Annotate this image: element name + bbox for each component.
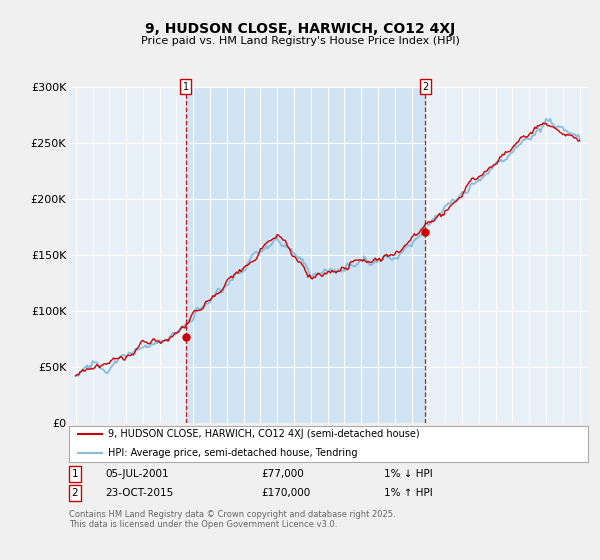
Text: 23-OCT-2015: 23-OCT-2015 xyxy=(105,488,173,498)
Text: HPI: Average price, semi-detached house, Tendring: HPI: Average price, semi-detached house,… xyxy=(108,448,358,458)
Text: 1: 1 xyxy=(71,469,79,479)
Text: 1% ↑ HPI: 1% ↑ HPI xyxy=(384,488,433,498)
Text: 9, HUDSON CLOSE, HARWICH, CO12 4XJ: 9, HUDSON CLOSE, HARWICH, CO12 4XJ xyxy=(145,22,455,36)
Text: £170,000: £170,000 xyxy=(261,488,310,498)
Text: 1% ↓ HPI: 1% ↓ HPI xyxy=(384,469,433,479)
Text: 1: 1 xyxy=(182,82,188,92)
Text: 9, HUDSON CLOSE, HARWICH, CO12 4XJ (semi-detached house): 9, HUDSON CLOSE, HARWICH, CO12 4XJ (semi… xyxy=(108,428,419,438)
Text: 2: 2 xyxy=(71,488,79,498)
Text: 2: 2 xyxy=(422,82,428,92)
Text: Contains HM Land Registry data © Crown copyright and database right 2025.
This d: Contains HM Land Registry data © Crown c… xyxy=(69,510,395,529)
Bar xyxy=(185,87,425,423)
Text: £77,000: £77,000 xyxy=(261,469,304,479)
Text: Price paid vs. HM Land Registry's House Price Index (HPI): Price paid vs. HM Land Registry's House … xyxy=(140,36,460,46)
Text: 05-JUL-2001: 05-JUL-2001 xyxy=(105,469,169,479)
